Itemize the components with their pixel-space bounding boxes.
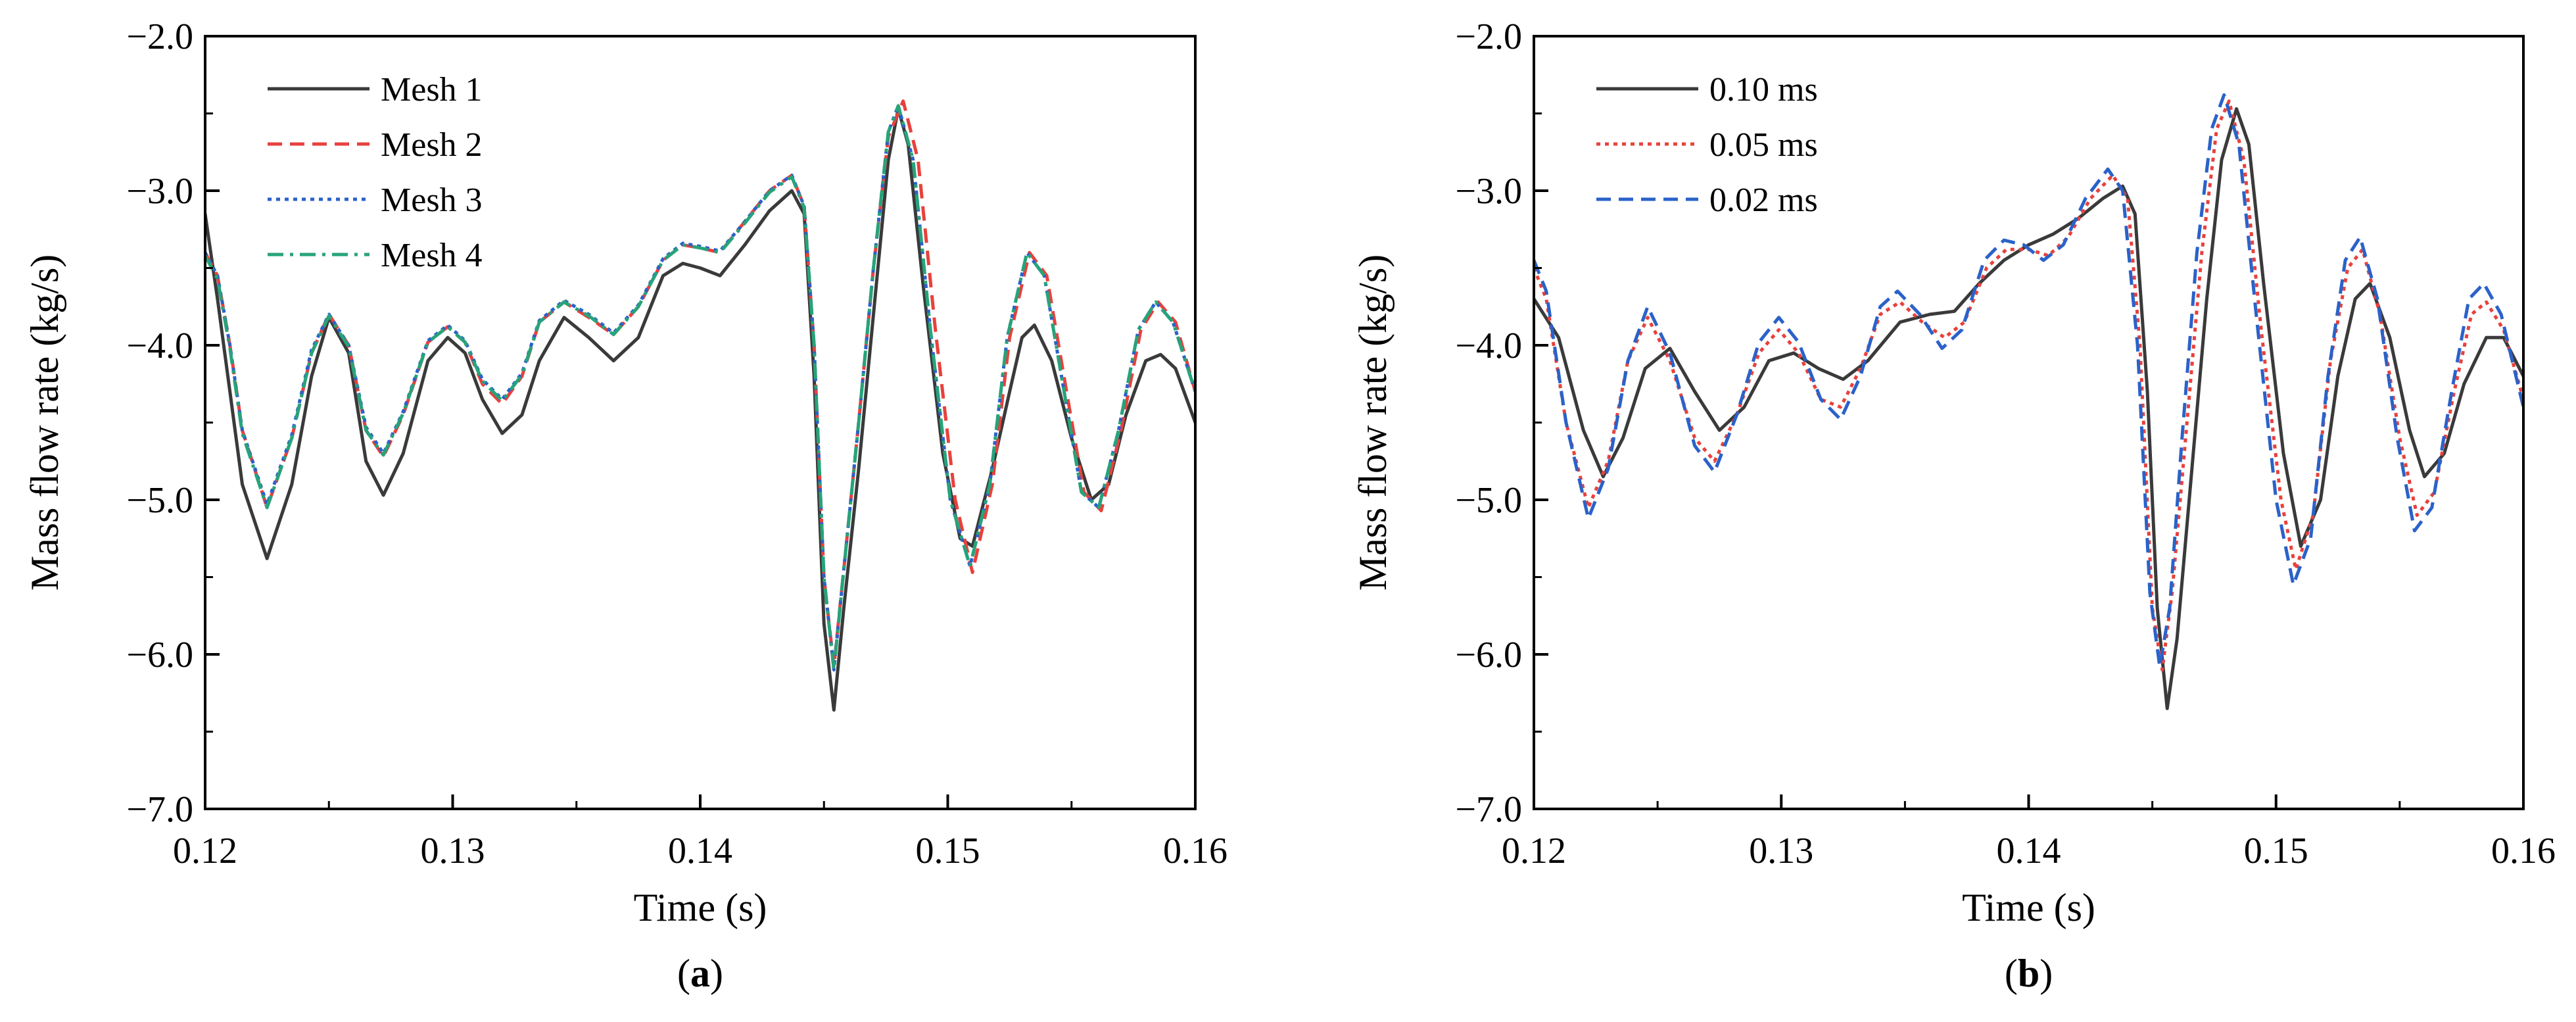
y-tick-label: −3.0 — [126, 171, 193, 212]
x-tick-label: 0.12 — [1502, 831, 1566, 871]
plot-frame — [204, 35, 1197, 810]
y-tick-label: −5.0 — [126, 480, 193, 521]
y-tick-label: −2.0 — [126, 16, 193, 57]
panel-letter: b — [2018, 952, 2039, 995]
y-tick-label: −7.0 — [1455, 789, 1522, 830]
x-tick-label: 0.16 — [1163, 831, 1228, 871]
x-tick-label: 0.15 — [916, 831, 980, 871]
series-group — [1534, 93, 2523, 710]
x-tick-label: 0.14 — [1997, 831, 2061, 871]
y-axis-label: Mass flow rate (kg/s) — [1351, 255, 1395, 591]
y-tick-label: −2.0 — [1455, 16, 1522, 57]
legend-label-1: 0.10 ms — [1709, 71, 1818, 109]
x-tick-label: 0.15 — [2244, 831, 2308, 871]
legend-label-3: 0.02 ms — [1709, 182, 1818, 219]
y-tick-label: −6.0 — [126, 635, 193, 675]
series-line-4 — [205, 104, 1195, 671]
legend-label-2: 0.05 ms — [1709, 126, 1818, 164]
y-tick-label: −6.0 — [1455, 635, 1522, 675]
y-tick-label: −7.0 — [126, 789, 193, 830]
legend-label-3: Mesh 3 — [381, 182, 483, 219]
y-tick-label: −4.0 — [126, 326, 193, 366]
y-tick-label: −4.0 — [1455, 326, 1522, 366]
y-axis-label: Mass flow rate (kg/s) — [23, 255, 66, 591]
chart-panel-a: 0.12 0.13 0.14 0.15 0.16 −2.0 −3.0 −4.0 −5.0 −6.0… — [23, 16, 1228, 995]
series-line-3 — [1534, 93, 2523, 669]
legend-label-2: Mesh 2 — [381, 126, 483, 164]
chart-panel-b: 0.12 0.13 0.14 0.15 0.16 −2.0 −3.0 −4.0 −5.0 −6.0… — [1351, 16, 2556, 995]
y-tick-label: −5.0 — [1455, 480, 1522, 521]
series-group — [205, 99, 1195, 712]
series-line-1 — [205, 107, 1195, 712]
x-tick-label: 0.16 — [2491, 831, 2556, 871]
y-tick-label: −3.0 — [1455, 171, 1522, 212]
x-tick-label: 0.14 — [668, 831, 732, 871]
x-tick-label: 0.12 — [173, 831, 237, 871]
plot-frame — [1533, 35, 2525, 810]
series-line-1 — [1534, 107, 2523, 710]
legend: Mesh 1 Mesh 2 Mesh 3 Mesh 4 — [268, 71, 483, 274]
series-line-2 — [1534, 99, 2523, 671]
x-axis-label: Time (s) — [1962, 886, 2095, 929]
x-axis-label: Time (s) — [634, 886, 767, 929]
panel-label: (b) — [2005, 952, 2053, 995]
panel-label: (a) — [677, 952, 723, 995]
x-tick-label: 0.13 — [421, 831, 485, 871]
panel-letter: a — [690, 952, 710, 995]
x-tick-label: 0.13 — [1749, 831, 1813, 871]
legend-label-1: Mesh 1 — [381, 71, 483, 109]
legend-label-4: Mesh 4 — [381, 237, 483, 274]
legend: 0.10 ms 0.05 ms 0.02 ms — [1596, 71, 1818, 219]
